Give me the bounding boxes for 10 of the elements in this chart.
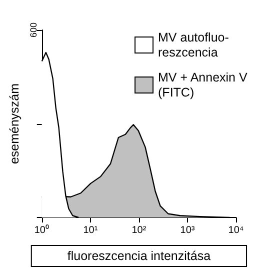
legend-label: MV autofluo- reszcencia xyxy=(158,30,229,60)
x-tick-label: 10⁴ xyxy=(228,225,244,236)
x-tick-label: 10³ xyxy=(180,225,196,236)
y-axis-title: eseményszám xyxy=(8,83,22,164)
legend-label: MV + Annexin V (FITC) xyxy=(158,70,248,100)
y-tick-label: 600 xyxy=(28,22,38,38)
x-tick-label: 10¹ xyxy=(83,225,98,236)
x-tick-label: 10⁰ xyxy=(34,224,50,236)
x-tick-label: 10² xyxy=(132,225,147,236)
x-axis-title: fluoreszcencia intenzitása xyxy=(67,249,211,263)
